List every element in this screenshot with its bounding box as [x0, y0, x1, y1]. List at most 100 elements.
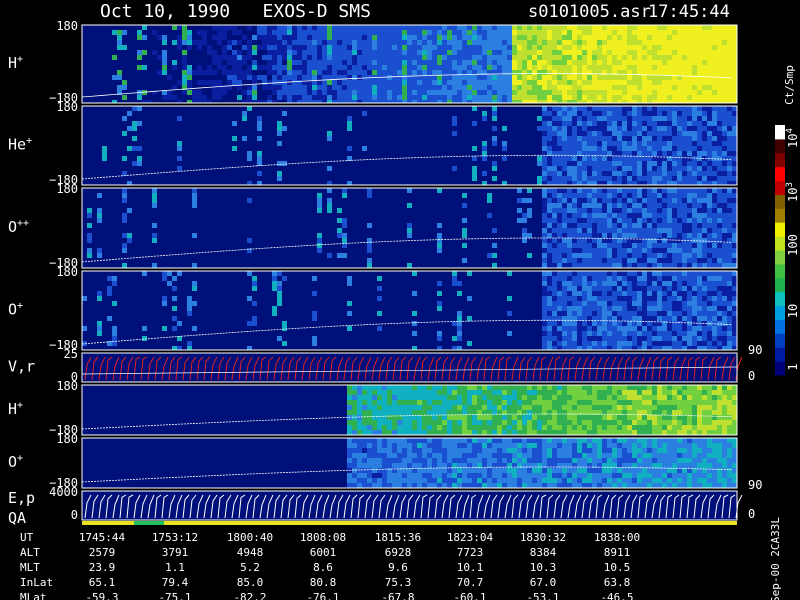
axis-bottom: −180 [49, 173, 78, 187]
cell [587, 326, 592, 331]
cell [677, 55, 682, 60]
cell [327, 253, 332, 258]
cell [517, 50, 522, 55]
cell [397, 395, 402, 400]
cell [732, 228, 737, 233]
cell [222, 70, 227, 75]
cell [252, 316, 257, 321]
cell [627, 311, 632, 316]
cell [397, 45, 402, 50]
cell [447, 80, 452, 85]
cell [702, 45, 707, 50]
cell [577, 100, 582, 103]
cell [557, 166, 562, 171]
cell [372, 473, 377, 478]
cell [612, 223, 617, 228]
cell [327, 198, 332, 203]
cell [712, 141, 717, 146]
cell [377, 60, 382, 65]
cell [627, 258, 632, 263]
cell [687, 286, 692, 291]
cell [572, 395, 577, 400]
cell [582, 321, 587, 326]
cell [577, 85, 582, 90]
cell [702, 75, 707, 80]
cell [367, 248, 372, 253]
cell [222, 25, 227, 30]
cell [727, 410, 732, 415]
cell [327, 131, 332, 136]
cell [592, 90, 597, 95]
cell [637, 321, 642, 326]
cell [722, 121, 727, 126]
cell [632, 141, 637, 146]
cell [487, 410, 492, 415]
cell [472, 166, 477, 171]
cell [607, 171, 612, 176]
cell [612, 131, 617, 136]
cell [567, 116, 572, 121]
cell [617, 410, 622, 415]
cell [637, 208, 642, 213]
cell [722, 80, 727, 85]
cell [632, 385, 637, 390]
cell [567, 228, 572, 233]
cell [637, 253, 642, 258]
cell [732, 390, 737, 395]
cell [272, 65, 277, 70]
cell [587, 65, 592, 70]
cell [312, 60, 317, 65]
cell [307, 60, 312, 65]
cell [677, 40, 682, 45]
cell [312, 35, 317, 40]
cell [612, 271, 617, 276]
cell [642, 188, 647, 193]
cell [142, 25, 147, 30]
cell [537, 425, 542, 430]
cell [657, 141, 662, 146]
cell [257, 35, 262, 40]
cell [727, 136, 732, 141]
cell [687, 40, 692, 45]
cell [547, 326, 552, 331]
cell [567, 425, 572, 430]
cell [507, 425, 512, 430]
cell [727, 311, 732, 316]
cell [607, 420, 612, 425]
cell [702, 80, 707, 85]
cell [587, 30, 592, 35]
cell [722, 70, 727, 75]
cell [632, 166, 637, 171]
cell [167, 281, 172, 286]
cell [612, 213, 617, 218]
cell [642, 286, 647, 291]
cell [497, 90, 502, 95]
cell [342, 253, 347, 258]
cell [727, 286, 732, 291]
trace [217, 356, 225, 381]
cell [567, 271, 572, 276]
cell [687, 208, 692, 213]
cell [607, 45, 612, 50]
cell [632, 218, 637, 223]
cell [377, 458, 382, 463]
cell [407, 85, 412, 90]
cell [722, 188, 727, 193]
cell [317, 198, 322, 203]
cell [697, 141, 702, 146]
cell [212, 80, 217, 85]
cell [662, 263, 667, 268]
cell [662, 346, 667, 350]
cell [697, 286, 702, 291]
cell [632, 171, 637, 176]
cell [692, 171, 697, 176]
cell [687, 306, 692, 311]
cell [577, 198, 582, 203]
cell [702, 321, 707, 326]
cell [702, 85, 707, 90]
cell [672, 291, 677, 296]
cell [627, 80, 632, 85]
cell [407, 425, 412, 430]
cell [702, 166, 707, 171]
cell [482, 390, 487, 395]
